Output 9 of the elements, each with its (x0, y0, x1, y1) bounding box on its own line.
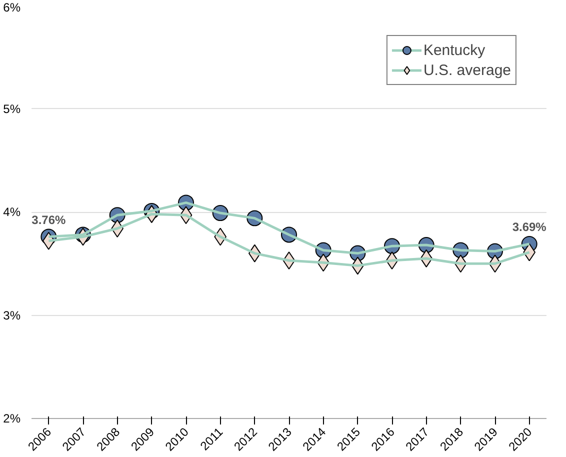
y-tick-label: 4% (3, 205, 21, 219)
y-tick-label: 5% (3, 102, 21, 116)
y-tick-label: 3% (3, 308, 21, 322)
data-label: 3.69% (512, 220, 547, 234)
y-tick-label: 6% (3, 0, 21, 14)
legend-label: U.S. average (423, 62, 511, 78)
legend-label: Kentucky (423, 42, 486, 58)
data-label: 3.76% (32, 212, 66, 227)
y-tick-label: 2% (3, 412, 21, 426)
